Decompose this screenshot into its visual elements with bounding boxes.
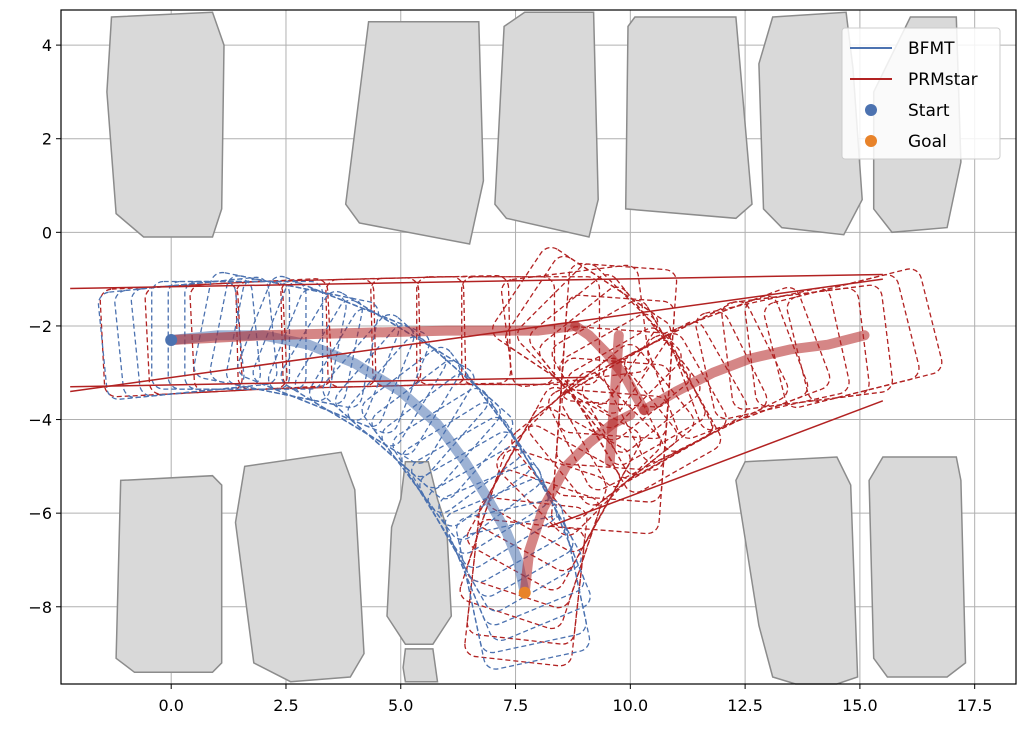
x-tick-label: 12.5 — [727, 696, 763, 715]
prmstar-footprint — [528, 343, 695, 506]
legend-goal-label: Goal — [908, 132, 947, 152]
prmstar-path — [639, 330, 870, 416]
start-goal-markers — [165, 333, 531, 599]
obstacle — [234, 451, 365, 683]
x-tick-label: 7.5 — [503, 696, 528, 715]
obstacle — [115, 474, 223, 674]
start-marker — [165, 333, 178, 346]
legend-box — [841, 27, 1001, 160]
y-tick-label: 0 — [42, 223, 52, 242]
y-tick-label: −4 — [28, 411, 52, 430]
legend-goal-swatch — [865, 135, 877, 147]
prmstar-path — [570, 320, 650, 416]
legend-prmstar-label: PRMstar — [908, 70, 978, 90]
legend-start-swatch — [865, 104, 877, 116]
prmstar-path — [166, 320, 581, 345]
obstacle — [624, 16, 753, 220]
legend: BFMT PRMstar Start Goal — [841, 27, 1001, 160]
bfmt-footprint — [459, 515, 591, 670]
axis-ticks: 0.0 2.5 5.0 7.5 10.0 12.5 15.0 17.5 4 2 0 −2 −4 −6 −8 — [28, 36, 992, 715]
paths — [70, 273, 884, 598]
legend-bfmt-label: BFMT — [908, 39, 955, 59]
y-tick-label: −6 — [28, 504, 52, 523]
prmstar-footprint — [496, 370, 662, 536]
plot-frame — [60, 9, 1017, 685]
goal-marker — [518, 586, 531, 599]
y-tick-label: −2 — [28, 317, 52, 336]
x-tick-label: 5.0 — [388, 696, 413, 715]
obstacle — [868, 456, 967, 678]
x-tick-label: 10.0 — [613, 696, 649, 715]
prmstar-edge — [70, 273, 883, 290]
x-tick-label: 0.0 — [158, 696, 183, 715]
bfmt-footprint — [130, 276, 278, 397]
y-tick-label: 2 — [42, 130, 52, 149]
obstacle — [386, 460, 453, 645]
x-tick-label: 15.0 — [842, 696, 878, 715]
obstacle — [494, 11, 599, 238]
y-tick-label: −8 — [28, 598, 52, 617]
prmstar-edge — [70, 278, 883, 393]
prmstar-edge — [547, 400, 884, 528]
obstacle — [344, 20, 485, 245]
obstacle — [106, 11, 225, 238]
prmstar-path — [604, 330, 624, 467]
legend-start-label: Start — [908, 101, 950, 121]
obstacles — [106, 11, 967, 685]
prmstar-footprint — [466, 448, 607, 609]
obstacle — [402, 648, 439, 683]
prmstar-edge — [70, 376, 585, 388]
x-tick-label: 2.5 — [273, 696, 298, 715]
y-tick-label: 4 — [42, 36, 52, 55]
x-tick-label: 17.5 — [957, 696, 993, 715]
prmstar-footprint — [466, 497, 588, 645]
prmstar-footprint — [695, 287, 850, 420]
